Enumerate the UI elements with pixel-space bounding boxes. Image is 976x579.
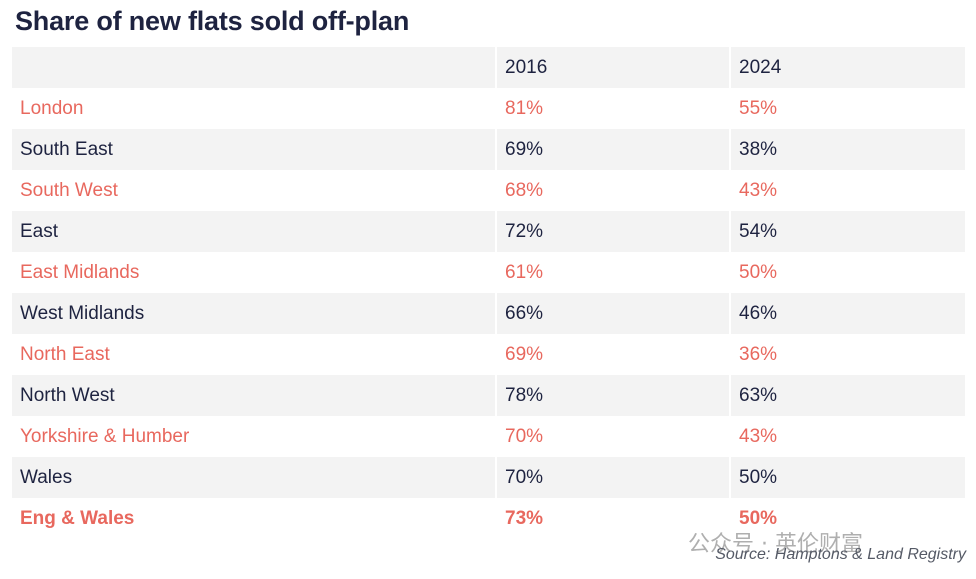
- column-divider: [495, 293, 497, 334]
- value-2024-cell: 54%: [739, 221, 778, 242]
- column-divider: [495, 457, 497, 498]
- header-2016: 2016: [505, 57, 548, 78]
- region-cell: London: [20, 98, 84, 119]
- table-row: Wales 70% 50%: [12, 457, 965, 498]
- value-2024-cell: 63%: [739, 385, 778, 406]
- region-cell: North West: [20, 385, 115, 406]
- value-2016-cell: 81%: [505, 98, 544, 119]
- data-table: 2016 2024 London 81% 55% South East 69% …: [12, 47, 965, 539]
- table-row: North East 69% 36%: [12, 334, 965, 375]
- region-cell: South West: [20, 180, 118, 201]
- total-region-cell: Eng & Wales: [20, 508, 135, 529]
- source-note: Source: Hamptons & Land Registry: [715, 546, 966, 563]
- region-cell: South East: [20, 139, 113, 160]
- value-2016-cell: 78%: [505, 385, 544, 406]
- column-divider: [729, 457, 731, 498]
- value-2024-cell: 50%: [739, 467, 778, 488]
- table-header-row: 2016 2024: [12, 47, 965, 88]
- table-row: North West 78% 63%: [12, 375, 965, 416]
- value-2024-cell: 43%: [739, 180, 778, 201]
- value-2024-cell: 43%: [739, 426, 778, 447]
- value-2016-cell: 72%: [505, 221, 544, 242]
- value-2016-cell: 70%: [505, 467, 544, 488]
- value-2024-cell: 38%: [739, 139, 778, 160]
- table-row: East Midlands 61% 50%: [12, 252, 965, 293]
- table-row: Yorkshire & Humber 70% 43%: [12, 416, 965, 457]
- value-2024-cell: 55%: [739, 98, 778, 119]
- value-2024-cell: 46%: [739, 303, 778, 324]
- value-2016-cell: 61%: [505, 262, 544, 283]
- column-divider: [729, 47, 731, 88]
- region-cell: West Midlands: [20, 303, 145, 324]
- value-2016-cell: 70%: [505, 426, 544, 447]
- column-divider: [729, 293, 731, 334]
- column-divider: [729, 375, 731, 416]
- region-cell: Yorkshire & Humber: [20, 426, 190, 447]
- header-2024: 2024: [739, 57, 782, 78]
- region-cell: East: [20, 221, 59, 242]
- region-cell: Wales: [20, 467, 73, 488]
- column-divider: [495, 129, 497, 170]
- region-cell: East Midlands: [20, 262, 140, 283]
- watermark: 公众号 · 英伦财富: [688, 532, 863, 557]
- value-2016-cell: 69%: [505, 344, 544, 365]
- value-2016-cell: 66%: [505, 303, 544, 324]
- column-divider: [495, 211, 497, 252]
- table-row: South West 68% 43%: [12, 170, 965, 211]
- value-2024-cell: 36%: [739, 344, 778, 365]
- value-2016-cell: 68%: [505, 180, 544, 201]
- table-row: East 72% 54%: [12, 211, 965, 252]
- total-2024-cell: 50%: [739, 508, 778, 529]
- total-row: Eng & Wales 73% 50%: [12, 498, 965, 539]
- region-cell: North East: [20, 344, 110, 365]
- table-row: London 81% 55%: [12, 88, 965, 129]
- column-divider: [495, 375, 497, 416]
- table-row: West Midlands 66% 46%: [12, 293, 965, 334]
- table-row: South East 69% 38%: [12, 129, 965, 170]
- value-2016-cell: 69%: [505, 139, 544, 160]
- column-divider: [729, 129, 731, 170]
- value-2024-cell: 50%: [739, 262, 778, 283]
- total-2016-cell: 73%: [505, 508, 544, 529]
- column-divider: [495, 47, 497, 88]
- column-divider: [729, 211, 731, 252]
- chart-title: Share of new flats sold off-plan: [15, 6, 410, 36]
